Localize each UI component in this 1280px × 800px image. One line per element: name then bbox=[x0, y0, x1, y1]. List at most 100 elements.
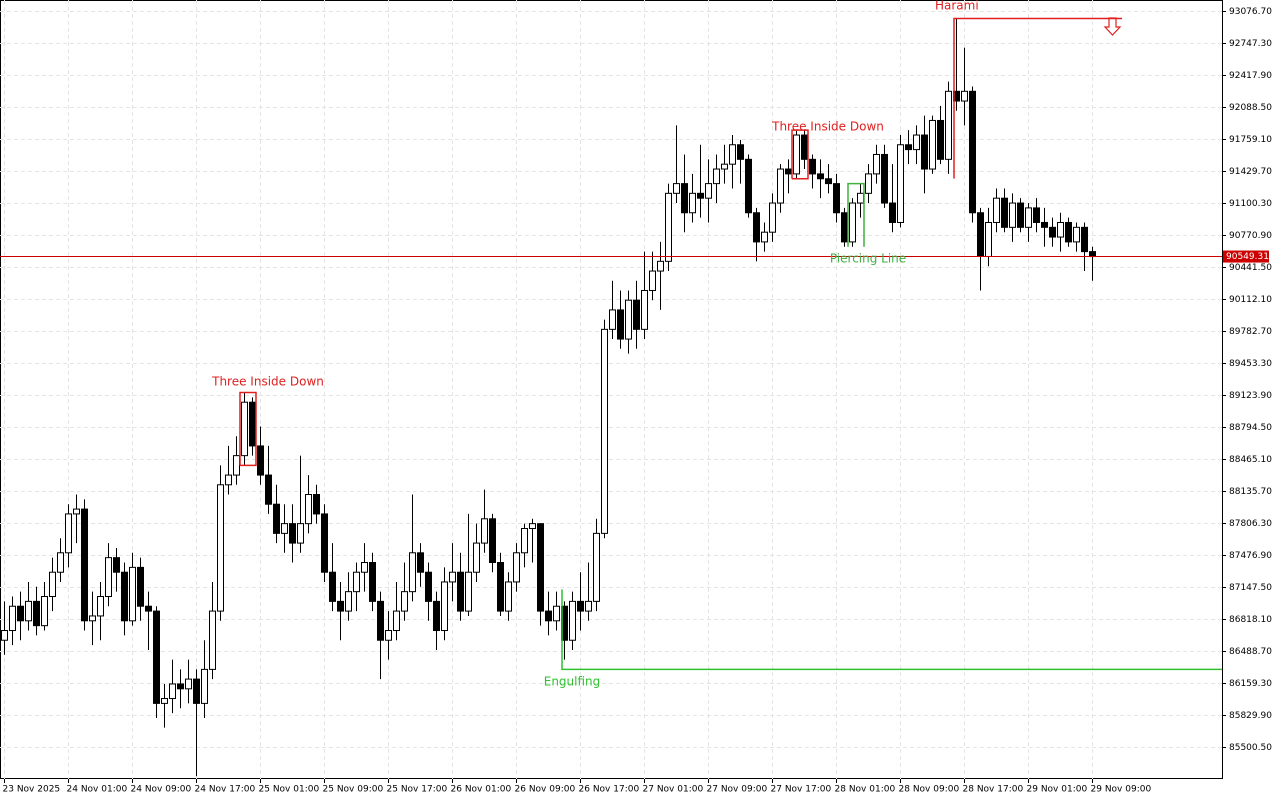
candle-body bbox=[65, 513, 72, 554]
candle-body bbox=[745, 158, 752, 214]
candle-body bbox=[409, 552, 416, 593]
candle-body bbox=[721, 163, 728, 170]
candle-body bbox=[249, 401, 256, 447]
candle-body bbox=[617, 309, 624, 340]
x-tick-label: 29 Nov 09:00 bbox=[1091, 785, 1152, 795]
sell-arrow bbox=[1103, 17, 1122, 36]
candle-body bbox=[857, 192, 864, 204]
x-tick-label: 24 Nov 01:00 bbox=[67, 785, 128, 795]
candle-body bbox=[585, 600, 592, 612]
candle-body bbox=[521, 528, 528, 554]
candle-body bbox=[81, 508, 88, 622]
candle-body bbox=[33, 600, 40, 627]
y-tick-label: 88794.50 bbox=[1229, 423, 1272, 433]
x-tick-label: 25 Nov 17:00 bbox=[387, 785, 448, 795]
candle-body bbox=[737, 144, 744, 160]
pattern-label: Three Inside Down bbox=[771, 120, 884, 134]
candle-body bbox=[241, 401, 248, 457]
candle-body bbox=[433, 600, 440, 632]
candle-body bbox=[913, 134, 920, 151]
pattern-label: Harami bbox=[935, 0, 979, 13]
candle-body bbox=[345, 591, 352, 612]
x-tick-label: 27 Nov 09:00 bbox=[707, 785, 768, 795]
candle-body bbox=[897, 144, 904, 223]
y-tick-label: 91759.10 bbox=[1229, 135, 1272, 145]
pattern-box bbox=[239, 391, 257, 467]
candle-body bbox=[121, 571, 128, 622]
candle-body bbox=[1001, 197, 1008, 228]
candle-body bbox=[49, 571, 56, 598]
candle-body bbox=[449, 571, 456, 583]
y-tick-label: 92417.90 bbox=[1229, 71, 1272, 81]
candle-body bbox=[353, 571, 360, 593]
x-tick-label: 28 Nov 17:00 bbox=[963, 785, 1024, 795]
candle-body bbox=[489, 518, 496, 564]
candle-body bbox=[273, 503, 280, 534]
candle-body bbox=[369, 562, 376, 602]
candle-body bbox=[113, 557, 120, 573]
x-tick-label: 25 Nov 01:00 bbox=[259, 785, 320, 795]
candle-body bbox=[297, 523, 304, 544]
x-tick-label: 24 Nov 09:00 bbox=[131, 785, 192, 795]
candle-body bbox=[641, 289, 648, 330]
candle-body bbox=[225, 474, 232, 486]
candle-body bbox=[993, 197, 1000, 223]
candle-body bbox=[417, 552, 424, 573]
candle-body bbox=[865, 173, 872, 194]
x-tick-label: 26 Nov 01:00 bbox=[451, 785, 512, 795]
candle-body bbox=[929, 119, 936, 170]
candle-body bbox=[809, 158, 816, 175]
candle-body bbox=[713, 168, 720, 185]
pattern-level bbox=[561, 589, 1222, 671]
candle-body bbox=[289, 523, 296, 544]
candle-body bbox=[57, 552, 64, 573]
candle-body bbox=[233, 455, 240, 476]
candle-body bbox=[769, 202, 776, 233]
candle-body bbox=[393, 610, 400, 632]
candle-body bbox=[401, 591, 408, 612]
candle-body bbox=[513, 552, 520, 583]
candle-body bbox=[1025, 207, 1032, 228]
candle-body bbox=[873, 153, 880, 175]
candle-body bbox=[1081, 226, 1088, 253]
x-tick-label: 26 Nov 17:00 bbox=[579, 785, 640, 795]
candle-body bbox=[313, 494, 320, 515]
candle-body bbox=[201, 668, 208, 704]
y-tick-label: 85500.50 bbox=[1229, 743, 1272, 753]
candle-body bbox=[1009, 202, 1016, 228]
candle-body bbox=[329, 571, 336, 602]
candle-body bbox=[281, 523, 288, 534]
y-tick-label: 91429.70 bbox=[1229, 167, 1272, 177]
pattern-box bbox=[847, 182, 865, 247]
candle-body bbox=[1041, 221, 1048, 228]
candle-body bbox=[665, 192, 672, 262]
candle-body bbox=[169, 683, 176, 700]
y-tick-label: 89453.30 bbox=[1229, 359, 1272, 369]
candle-body bbox=[833, 183, 840, 214]
candle-body bbox=[377, 600, 384, 641]
y-tick-label: 91100.30 bbox=[1229, 199, 1272, 209]
y-tick-label: 90770.90 bbox=[1229, 231, 1272, 241]
candle-body bbox=[985, 221, 992, 257]
candle-body bbox=[185, 678, 192, 690]
candle-body bbox=[593, 532, 600, 602]
last-price-tag bbox=[1223, 250, 1269, 263]
candle-body bbox=[817, 173, 824, 180]
plot-frame bbox=[0, 0, 1223, 779]
x-tick-label: 27 Nov 17:00 bbox=[771, 785, 832, 795]
candle-body bbox=[1017, 202, 1024, 228]
candle-body bbox=[497, 562, 504, 612]
candle-body bbox=[673, 183, 680, 194]
candle-body bbox=[785, 168, 792, 175]
candle-body bbox=[905, 144, 912, 151]
y-tick-label: 93076.70 bbox=[1229, 7, 1272, 17]
candle-body bbox=[425, 571, 432, 602]
candle-body bbox=[841, 212, 848, 243]
candle-body bbox=[1, 630, 8, 641]
candle-body bbox=[89, 615, 96, 622]
candle-body bbox=[265, 474, 272, 505]
candle-body bbox=[761, 231, 768, 243]
candle-body bbox=[577, 600, 584, 612]
candle-body bbox=[921, 134, 928, 170]
